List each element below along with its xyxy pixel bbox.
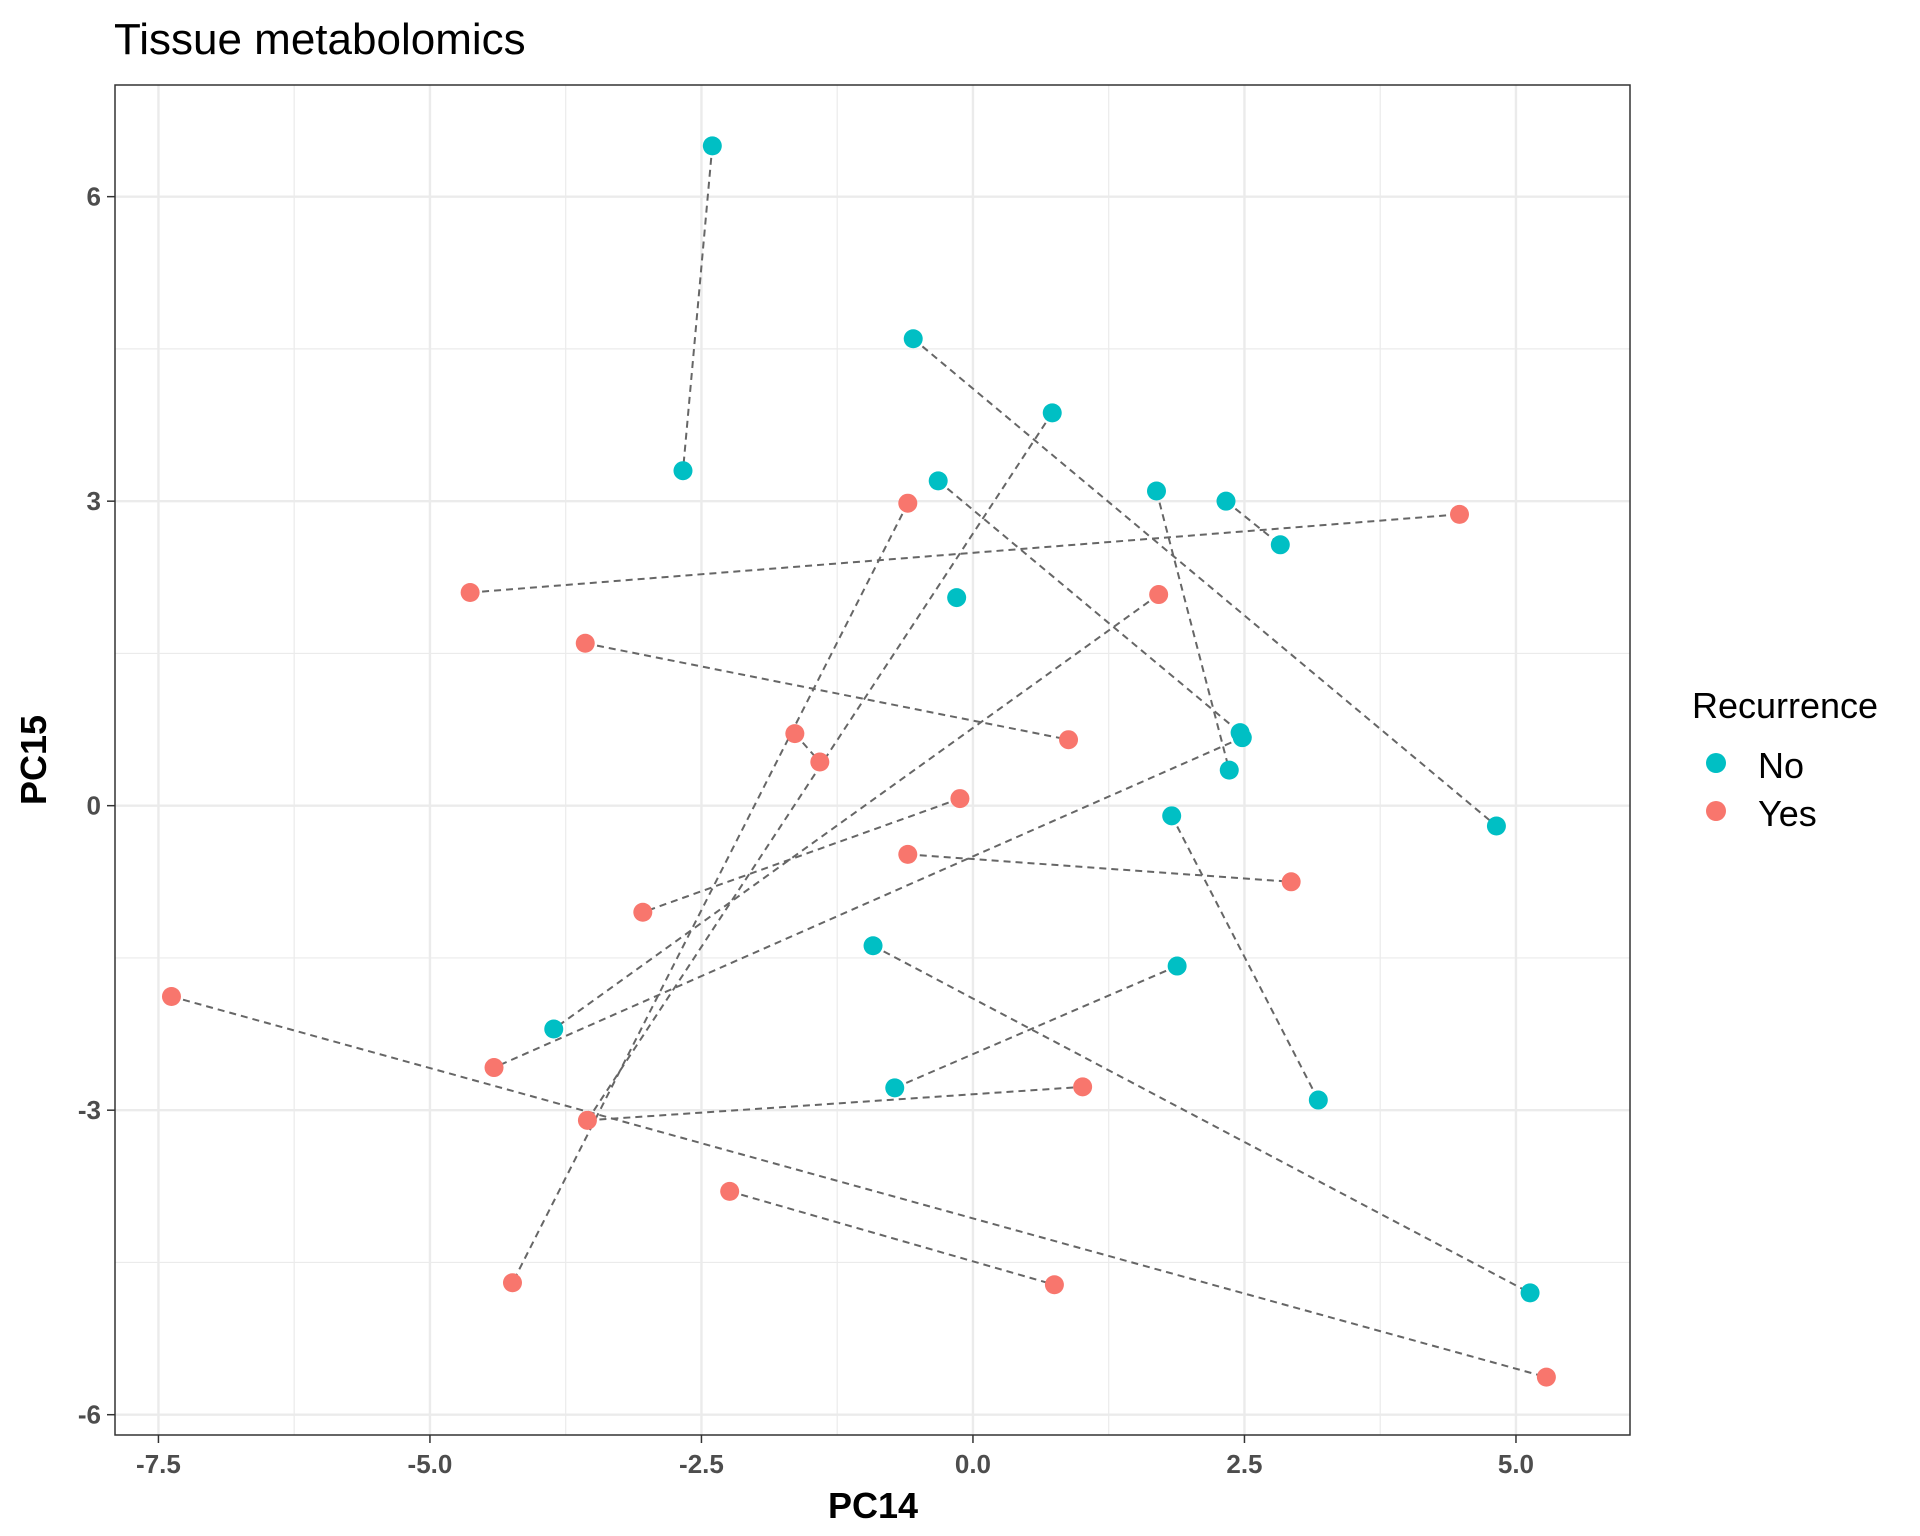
legend: Recurrence No Yes	[1692, 685, 1878, 834]
legend-key-yes	[1706, 801, 1726, 821]
x-axis-title: PC14	[828, 1485, 918, 1526]
legend-key-no	[1706, 753, 1726, 773]
major-gridlines	[115, 85, 1630, 1435]
legend-label-yes: Yes	[1758, 793, 1817, 834]
point-yes	[161, 987, 181, 1007]
point-no	[1308, 1090, 1328, 1110]
x-tick-label: 0.0	[955, 1449, 991, 1479]
point-no	[1162, 806, 1182, 826]
pair-line	[681, 145, 714, 471]
point-no	[885, 1078, 905, 1098]
point-no	[903, 329, 923, 349]
point-no	[1270, 535, 1290, 555]
point-no	[1520, 1283, 1540, 1303]
y-axis-ticks: -6 -3 0 3 6	[78, 182, 115, 1430]
chart-title: Tissue metabolomics	[114, 15, 526, 64]
point-yes	[950, 789, 970, 809]
point-no	[863, 936, 883, 956]
point-yes	[484, 1058, 504, 1078]
x-tick-label: 2.5	[1226, 1449, 1262, 1479]
point-no	[1219, 760, 1239, 780]
pair-line	[1170, 815, 1320, 1101]
point-yes	[1449, 504, 1469, 524]
y-tick-label: -6	[78, 1400, 101, 1430]
pair-line	[894, 965, 1178, 1089]
point-yes	[1059, 730, 1079, 750]
data-points	[161, 136, 1556, 1387]
point-yes	[810, 752, 830, 772]
y-tick-label: -3	[78, 1095, 101, 1125]
point-no	[1042, 403, 1062, 423]
point-no	[1146, 481, 1166, 501]
y-tick-label: 0	[87, 791, 101, 821]
point-no	[1167, 956, 1187, 976]
pair-line	[587, 1085, 1083, 1122]
x-tick-label: -7.5	[136, 1449, 181, 1479]
point-no	[1486, 816, 1506, 836]
x-tick-label: -2.5	[679, 1449, 724, 1479]
point-yes	[1536, 1367, 1556, 1387]
y-tick-label: 3	[87, 486, 101, 516]
pair-line	[872, 944, 1531, 1294]
point-yes	[502, 1273, 522, 1293]
point-no	[673, 461, 693, 481]
pair-line	[642, 797, 961, 914]
plot-panel	[115, 85, 1630, 1435]
y-axis-title: PC15	[13, 715, 54, 805]
pair-line	[470, 513, 1460, 594]
point-no	[947, 588, 967, 608]
y-tick-label: 6	[87, 182, 101, 212]
point-yes	[720, 1181, 740, 1201]
plot-panel-border	[114, 84, 1631, 1436]
point-no	[544, 1019, 564, 1039]
pair-line	[493, 736, 1243, 1069]
point-yes	[1149, 585, 1169, 605]
point-no	[1216, 491, 1236, 511]
legend-entry-no: No	[1706, 745, 1804, 786]
pair-line	[553, 593, 1160, 1030]
point-yes	[1281, 872, 1301, 892]
minor-gridlines	[115, 85, 1630, 1435]
pair-line	[937, 480, 1241, 734]
point-no	[1232, 728, 1252, 748]
legend-label-no: No	[1758, 745, 1804, 786]
point-no	[702, 136, 722, 156]
pair-line	[907, 853, 1292, 883]
x-axis-ticks: -7.5 -5.0 -2.5 0.0 2.5 5.0	[136, 1435, 1534, 1479]
point-yes	[460, 583, 480, 603]
pair-line	[171, 995, 1547, 1379]
pair-line	[729, 1190, 1055, 1286]
pair-line	[912, 337, 1498, 827]
pair-line	[511, 502, 909, 1284]
pair-line	[585, 642, 1069, 741]
point-no	[928, 471, 948, 491]
point-yes	[1044, 1275, 1064, 1295]
legend-title: Recurrence	[1692, 685, 1878, 726]
point-yes	[785, 724, 805, 744]
x-tick-label: 5.0	[1498, 1449, 1534, 1479]
point-yes	[575, 633, 595, 653]
legend-entry-yes: Yes	[1706, 793, 1817, 834]
point-yes	[577, 1110, 597, 1130]
point-yes	[1073, 1077, 1093, 1097]
point-yes	[898, 493, 918, 513]
point-yes	[633, 902, 653, 922]
point-yes	[898, 844, 918, 864]
x-tick-label: -5.0	[408, 1449, 453, 1479]
